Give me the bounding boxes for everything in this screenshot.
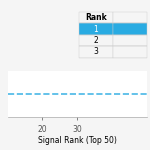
FancyBboxPatch shape — [79, 23, 113, 35]
FancyBboxPatch shape — [79, 46, 113, 58]
FancyBboxPatch shape — [79, 35, 113, 46]
Text: 2: 2 — [94, 36, 98, 45]
FancyBboxPatch shape — [113, 23, 147, 35]
Text: 3: 3 — [94, 47, 98, 56]
FancyBboxPatch shape — [113, 46, 147, 58]
Text: 1: 1 — [94, 25, 98, 34]
FancyBboxPatch shape — [113, 12, 147, 23]
FancyBboxPatch shape — [113, 35, 147, 46]
Text: Rank: Rank — [85, 13, 107, 22]
X-axis label: Signal Rank (Top 50): Signal Rank (Top 50) — [38, 136, 117, 145]
FancyBboxPatch shape — [79, 12, 113, 23]
